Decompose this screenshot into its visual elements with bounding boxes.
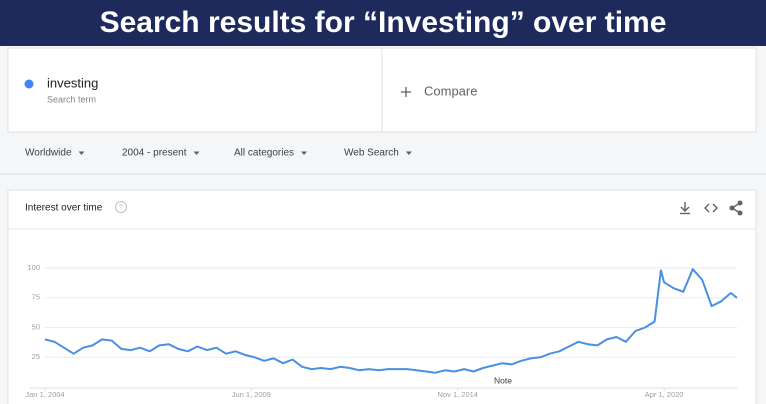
dropdown-arrow — [193, 151, 200, 155]
dropdown-arrow — [301, 151, 308, 155]
y-tick-label: 75 — [32, 293, 40, 302]
y-tick-label: 50 — [32, 322, 40, 331]
filter-label[interactable]: All categories — [234, 148, 294, 159]
help-glyph: ? — [119, 204, 123, 211]
y-tick-label: 100 — [27, 263, 40, 272]
y-tick-label: 25 — [32, 352, 40, 361]
x-tick-label: Nov 1, 2014 — [438, 390, 478, 399]
embed-icon[interactable] — [704, 203, 718, 213]
share-icon[interactable] — [729, 200, 743, 216]
chart-actions — [680, 200, 743, 216]
search-term-card[interactable] — [7, 47, 383, 133]
x-tick-label: Jan 1, 2004 — [25, 390, 64, 399]
banner — [0, 0, 766, 46]
trend-line — [44, 268, 738, 374]
help-circle — [115, 201, 127, 213]
search-term-subtitle: Search term — [47, 94, 96, 104]
term-dot — [24, 79, 34, 89]
banner-title: Search results for “Investing” over time — [100, 6, 667, 39]
filter-label[interactable]: Web Search — [344, 148, 399, 159]
download-icon[interactable] — [680, 202, 690, 215]
annotation: Note — [494, 375, 512, 385]
filter-label[interactable]: 2004 - present — [122, 148, 187, 159]
filter-bar: Worldwide 2004 - present All categories Web… — [25, 148, 412, 159]
plus-icon — [401, 87, 411, 97]
plot: 25 50 75 100 Jan 1, 2004 Jun 1, 2009 Nov 1, 20… — [25, 263, 738, 399]
x-tick-label: Jun 1, 2009 — [232, 390, 271, 399]
dropdown-arrow — [78, 151, 85, 155]
x-tick-label: Apr 1, 2020 — [645, 390, 684, 399]
dropdown-arrow — [405, 151, 412, 155]
help-icon[interactable]: ? — [115, 201, 127, 213]
chart-card — [7, 189, 757, 404]
compare-card[interactable] — [381, 47, 757, 133]
filter-label[interactable]: Worldwide — [25, 148, 72, 159]
search-term: investing — [47, 75, 98, 90]
chart-title: Interest over time — [25, 203, 103, 214]
compare-label: Compare — [424, 83, 477, 98]
